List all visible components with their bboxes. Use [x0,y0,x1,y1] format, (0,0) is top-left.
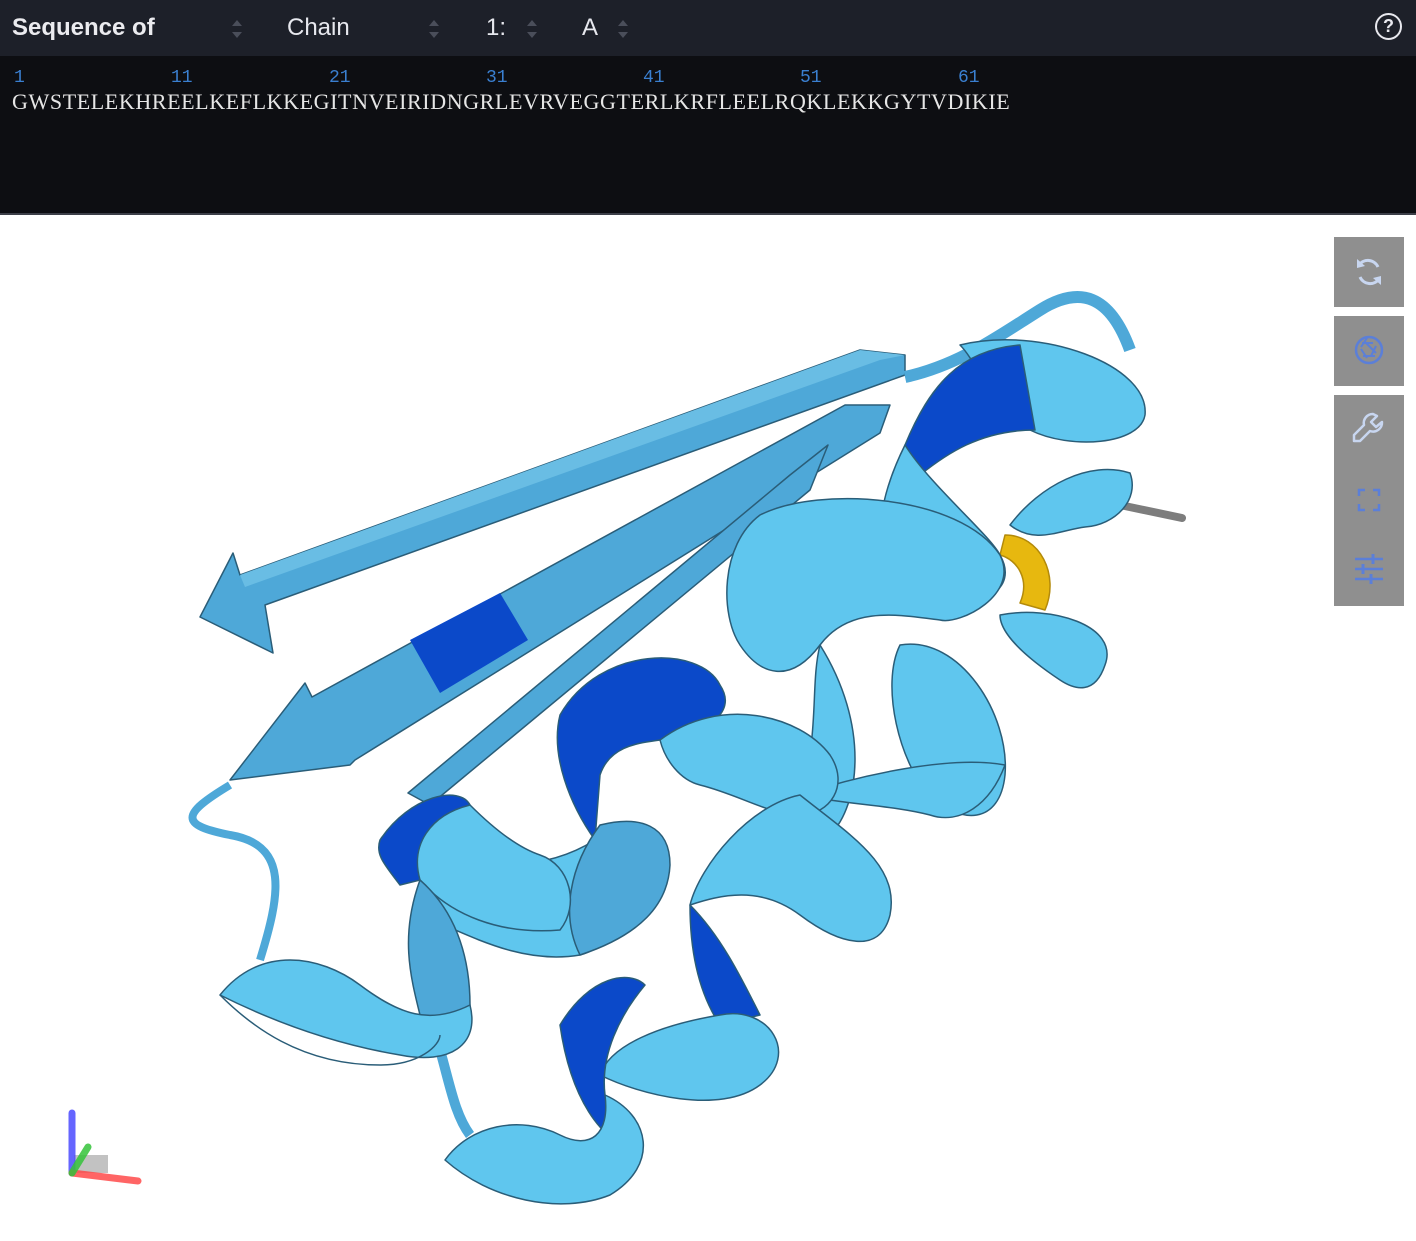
sequence-letters[interactable]: GWSTELEKHREELKEFLKKEGITNVEIRIDNGRLEVRVEG… [12,89,1011,114]
helix-highlight [904,344,1036,476]
expand-icon[interactable] [1357,488,1381,512]
spin-toggle-button[interactable] [1334,237,1404,307]
sequence-panel: 1 11 21 31 41 51 61 GWSTELEKHREELKEFLKKE… [0,56,1416,215]
beta-strand-top [199,349,906,654]
screenshot-button[interactable] [1334,316,1404,386]
helix-segment [726,497,1005,673]
ligand-highlight [999,534,1051,611]
residue-number: 41 [643,68,665,88]
residue-number: 31 [486,68,508,88]
residue-number: 21 [329,68,351,88]
mode-select-value: Chain [287,14,350,41]
structure-select[interactable] [185,6,260,52]
x-axis-icon [68,1169,142,1185]
settings-toolbar-group [1334,395,1404,606]
question-circle-icon[interactable]: ? [1375,13,1402,40]
sequence-header: Sequence of Chain 1: A ? [0,0,1416,56]
chain-select-value: A [582,14,599,41]
rotate-icon [1357,258,1381,286]
mode-select-chevron-icon [428,20,440,38]
structure-select-chevron-icon [231,20,243,38]
residue-number: 61 [958,68,980,88]
helix-highlight [559,976,646,1151]
sequence-title: Sequence of [12,14,155,41]
chain-select-chevron-icon [617,20,629,38]
beta-strand-middle [229,404,891,781]
residue-number: 11 [171,68,193,88]
chain-select[interactable]: A [563,6,653,52]
entity-select-chevron-icon [526,20,538,38]
helix-highlight [689,904,761,1026]
beta-strand-third [407,444,829,806]
structure-viewport[interactable] [0,215,1416,1236]
residue-number: 51 [800,68,822,88]
entity-select-value: 1: [486,14,507,41]
sliders-icon[interactable] [1353,553,1385,585]
entity-select[interactable]: 1: [465,6,553,52]
residue-number: 1 [14,68,25,88]
camera-aperture-icon [1354,335,1384,365]
axes-indicator [68,1109,142,1185]
strand-highlight [410,593,528,693]
y-axis-icon [68,1143,92,1177]
wrench-icon[interactable] [1351,411,1387,447]
mode-select[interactable]: Chain [270,6,455,52]
protein-ribbon-canvas[interactable] [0,215,1416,1236]
